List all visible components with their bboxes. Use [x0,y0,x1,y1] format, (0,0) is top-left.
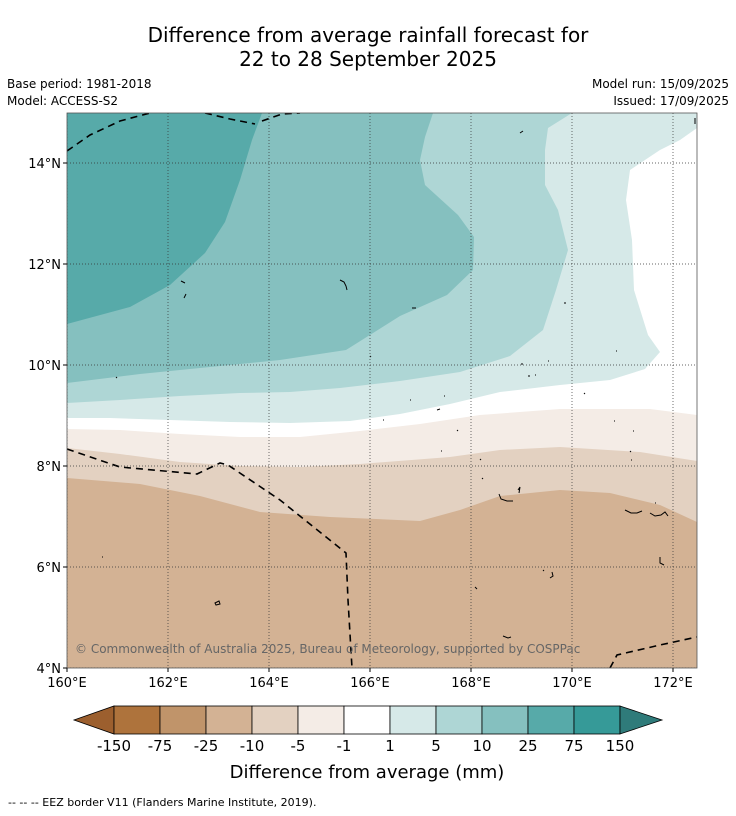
map-title-line-2: 22 to 28 September 2025 [239,47,497,71]
colour-bar-swatch [297,705,345,735]
colour-bar-tick-label: 1 [385,737,395,755]
colour-bar-tick-label: -75 [148,737,173,755]
base-period-label: Base period: 1981-2018 [7,77,152,91]
island-outlines [102,118,696,639]
longitude-labels: 160°E 162°E 164°E 166°E 168°E 170°E 172°E [47,668,693,691]
colour-bar-tick-label: 150 [606,737,635,755]
colour-bar-tick-label: -25 [194,737,219,755]
eez-footnote: -- -- -- EEZ border V11 (Flanders Marine… [8,796,317,809]
longitude-label: 170°E [552,676,592,691]
latitude-label: 6°N [37,561,62,576]
eez-borders [67,113,697,668]
colour-bar-swatch [205,705,253,735]
colour-bar-tick-label: -150 [97,737,131,755]
colour-bar-title: Difference from average (mm) [230,762,505,783]
colour-bar-swatch [159,705,207,735]
longitude-label: 172°E [653,676,693,691]
latitude-label: 14°N [28,157,61,172]
latitude-label: 12°N [28,258,61,273]
longitude-label: 168°E [451,676,491,691]
colour-bar-tick-label: 10 [472,737,491,755]
colour-bar-swatch [251,705,299,735]
copyright-notice: © Commonwealth of Australia 2025, Bureau… [75,642,580,656]
longitude-label: 166°E [350,676,390,691]
colour-bar-swatch [481,705,529,735]
colour-bar-low-extension [72,705,115,735]
colour-bar-tick-labels: -150 -75 -25 -10 -5 -1 1 5 10 25 75 150 [97,737,634,755]
colour-bar-swatch [527,705,575,735]
colour-bar-tick-label: -10 [240,737,265,755]
colour-bar-swatch [343,705,391,735]
longitude-label: 162°E [148,676,188,691]
map-title-line-1: Difference from average rainfall forecas… [147,23,589,47]
longitude-label: 160°E [47,676,87,691]
colour-bar-swatch [389,705,437,735]
map-frame [66,112,698,669]
map-panel: © Commonwealth of Australia 2025, Bureau… [67,113,697,668]
longitude-label: 164°E [249,676,289,691]
colour-bar-swatch [573,705,621,735]
graticule [67,113,697,668]
latitude-label: 8°N [37,460,62,475]
contour-band-plus25 [67,113,262,324]
model-run-label: Model run: 15/09/2025 [591,77,729,91]
colour-bar-high-extension [619,705,664,735]
latitude-labels: 14°N 12°N 10°N 8°N 6°N 4°N [28,157,67,677]
issued-label: Issued: 17/09/2025 [613,94,729,108]
model-label: Model: ACCESS-S2 [7,94,119,108]
colour-bar [72,705,664,735]
colour-bar-tick-label: -5 [291,737,306,755]
latitude-label: 4°N [37,662,62,677]
colour-bar-swatch [113,705,161,735]
colour-bar-tick-label: -1 [337,737,352,755]
colour-bar-tick-label: 25 [518,737,537,755]
colour-bar-tick-label: 75 [564,737,583,755]
colour-bar-swatch [435,705,483,735]
colour-bar-tick-label: 5 [431,737,441,755]
latitude-label: 10°N [28,359,61,374]
